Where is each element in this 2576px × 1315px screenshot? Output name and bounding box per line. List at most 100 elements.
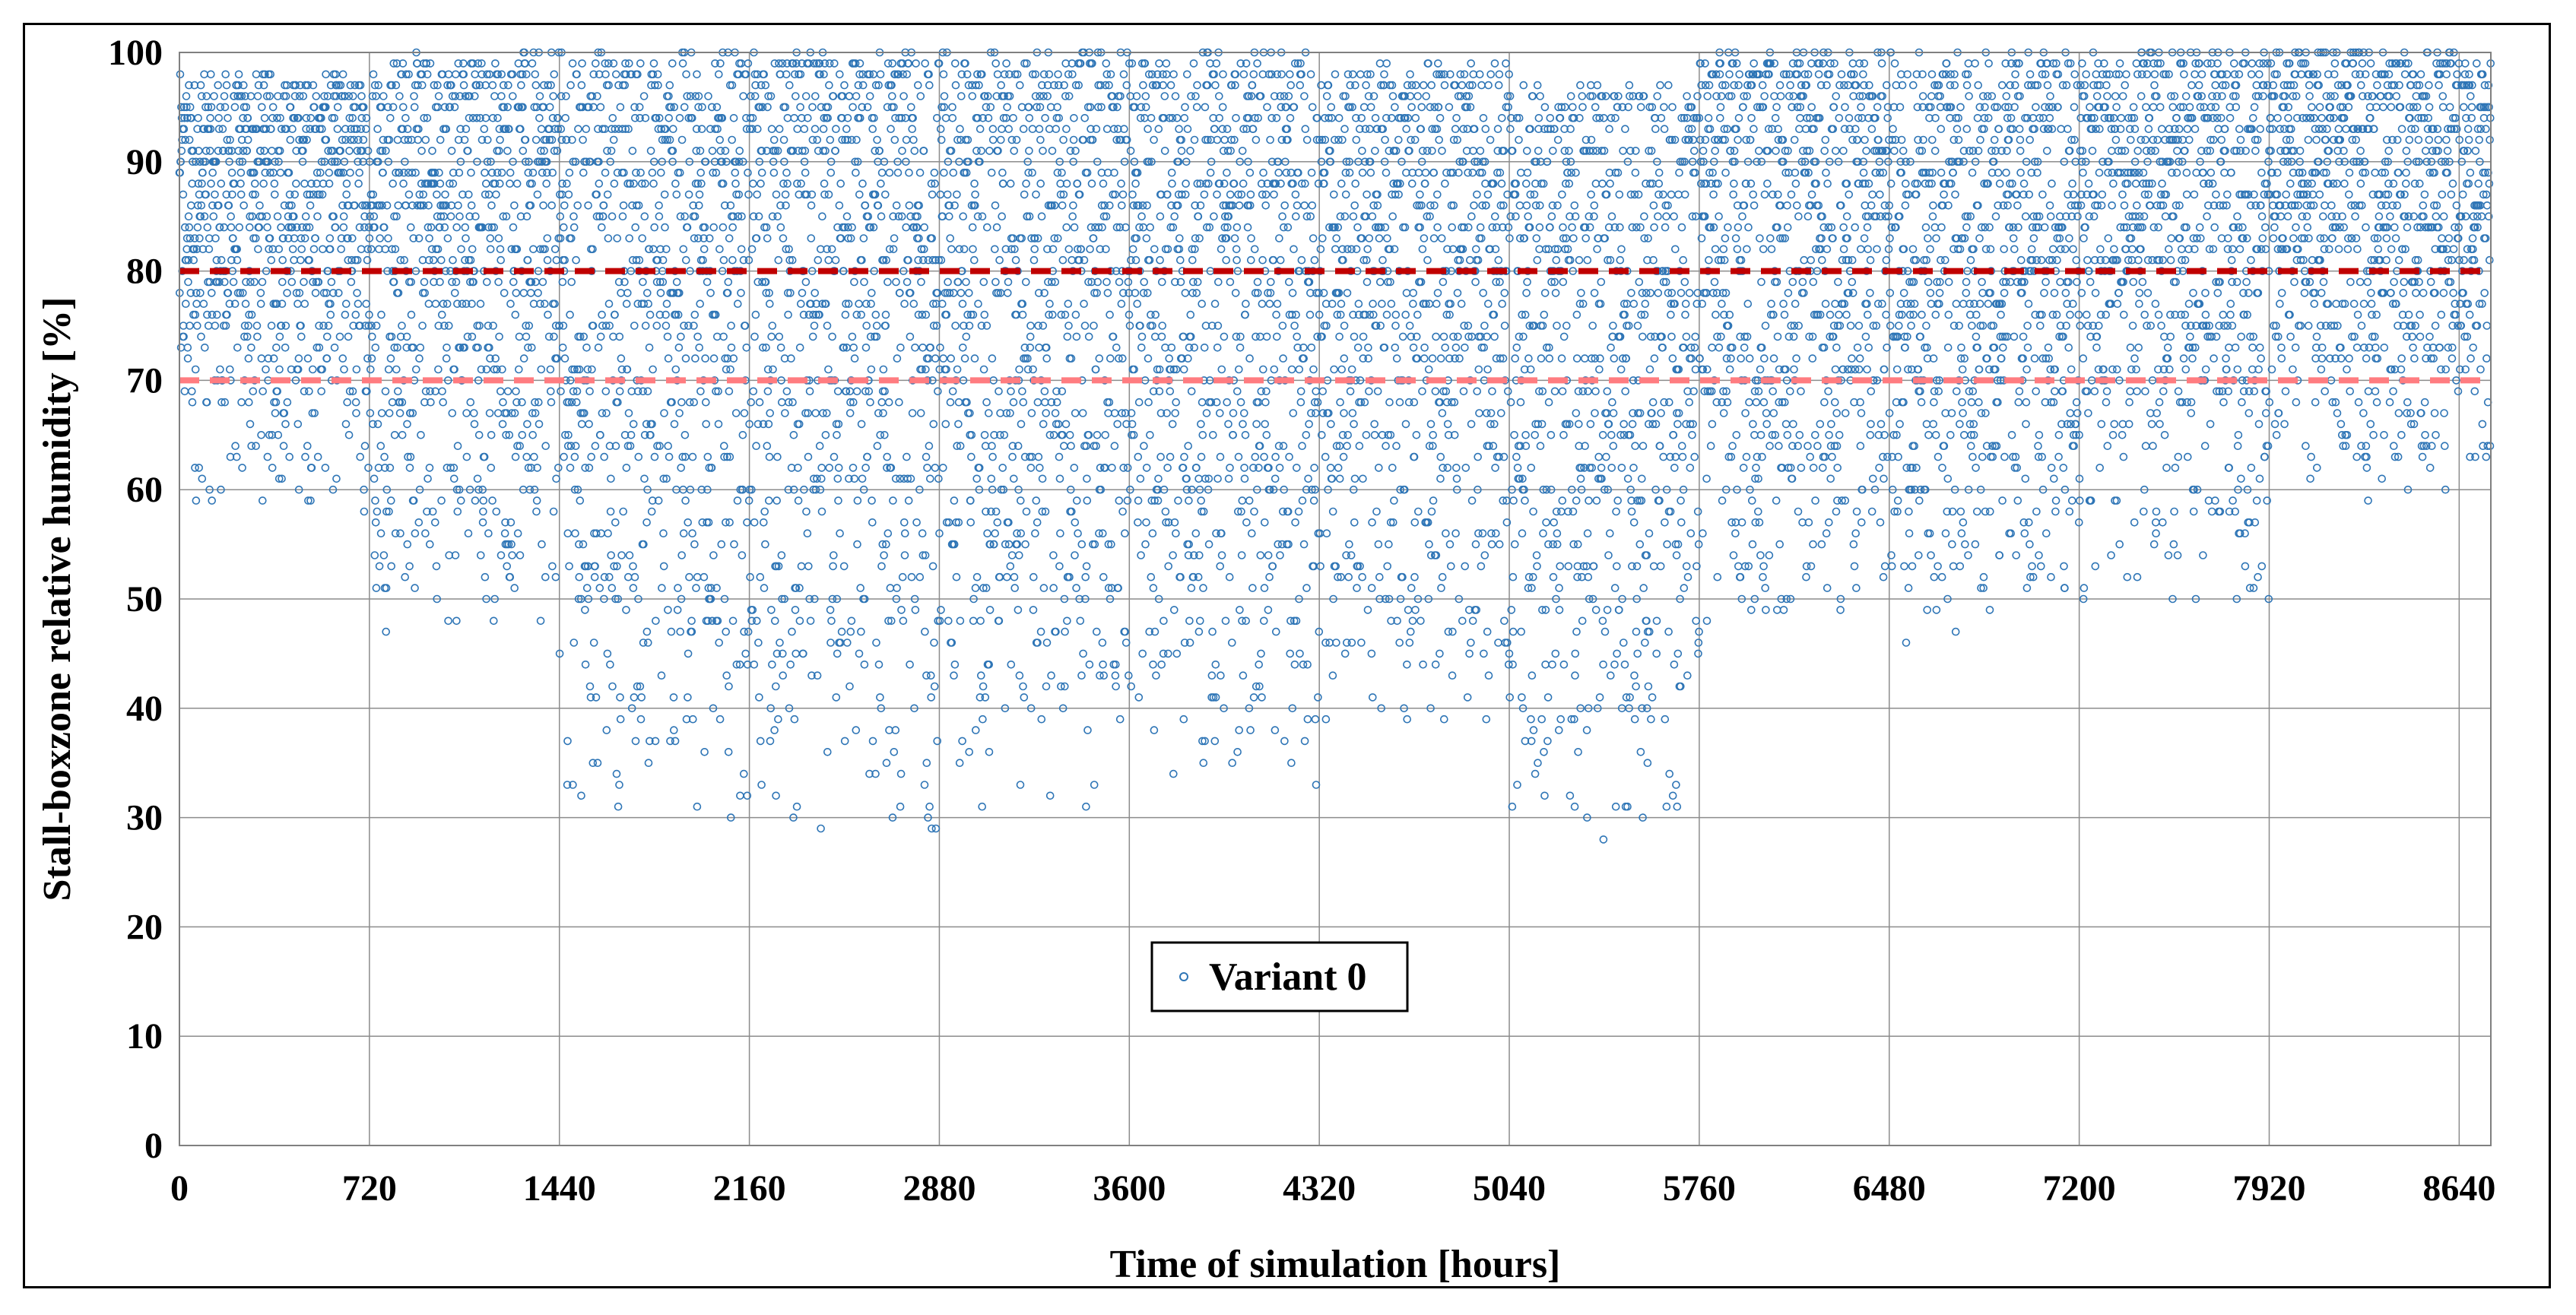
scatter-point — [420, 398, 429, 407]
scatter-point — [1265, 299, 1274, 309]
scatter-point — [414, 234, 424, 242]
scatter-point — [471, 496, 480, 505]
scatter-point — [290, 114, 299, 122]
scatter-point — [1184, 551, 1193, 559]
scatter-point — [1193, 179, 1202, 188]
scatter-point — [413, 59, 422, 68]
scatter-point — [236, 190, 246, 199]
scatter-point — [1156, 212, 1165, 221]
scatter-point — [275, 365, 284, 374]
scatter-point — [1421, 179, 1429, 188]
scatter-point — [1155, 365, 1164, 374]
scatter-point — [1248, 125, 1258, 133]
scatter-point — [199, 299, 208, 309]
scatter-point — [313, 452, 322, 461]
scatter-point — [1074, 245, 1082, 254]
scatter-point — [1435, 135, 1443, 144]
scatter-point — [477, 70, 487, 79]
scatter-point — [1474, 452, 1482, 461]
scatter-point — [956, 616, 965, 626]
scatter-point — [728, 135, 737, 144]
scatter-point — [958, 299, 967, 309]
scatter-point — [1118, 190, 1128, 199]
scatter-point — [882, 540, 890, 549]
scatter-point — [476, 114, 484, 122]
scatter-point — [373, 420, 382, 429]
scatter-point — [1272, 627, 1280, 636]
scatter-point — [1242, 59, 1251, 68]
scatter-point — [1036, 135, 1045, 144]
scatter-point — [332, 474, 341, 483]
scatter-point — [823, 245, 831, 254]
scatter-point — [1083, 103, 1093, 112]
scatter-point — [564, 430, 573, 439]
scatter-point — [1245, 704, 1254, 713]
scatter-point — [929, 420, 938, 429]
scatter-point — [797, 562, 806, 571]
scatter-point — [1119, 464, 1128, 472]
scatter-point — [856, 584, 864, 592]
scatter-point — [338, 135, 347, 144]
scatter-point — [1130, 157, 1139, 166]
scatter-point — [951, 322, 960, 330]
scatter-point — [1031, 529, 1039, 538]
scatter-point — [688, 715, 697, 724]
scatter-point — [1153, 70, 1162, 79]
scatter-point — [1145, 627, 1153, 636]
scatter-point — [284, 234, 293, 242]
scatter-point — [316, 168, 325, 177]
scatter-point — [212, 310, 221, 319]
scatter-point — [1238, 616, 1246, 626]
scatter-point — [755, 398, 764, 407]
scatter-point — [815, 442, 824, 451]
scatter-point — [1040, 387, 1049, 396]
scatter-point — [1241, 310, 1249, 319]
scatter-point — [896, 802, 905, 811]
scatter-point — [505, 430, 514, 439]
scatter-point — [374, 81, 383, 90]
scatter-point — [975, 464, 984, 472]
scatter-point — [872, 332, 881, 341]
scatter-point — [1322, 322, 1331, 330]
scatter-point — [286, 135, 295, 144]
scatter-point — [929, 322, 938, 330]
scatter-point — [373, 157, 382, 166]
scatter-point — [384, 365, 393, 374]
scatter-point — [470, 420, 479, 429]
scatter-point — [454, 59, 463, 68]
scatter-point — [924, 813, 932, 822]
scatter-point — [1261, 398, 1270, 407]
scatter-point — [519, 354, 528, 363]
scatter-point — [1328, 507, 1337, 516]
scatter-point — [655, 212, 664, 221]
scatter-point — [903, 277, 912, 287]
scatter-point — [370, 474, 379, 483]
scatter-point — [277, 223, 285, 232]
scatter-point — [236, 168, 246, 177]
scatter-point — [1252, 332, 1260, 341]
scatter-point — [1165, 114, 1174, 122]
scatter-point — [656, 245, 665, 254]
scatter-point — [1123, 496, 1132, 505]
scatter-point — [442, 201, 450, 210]
scatter-point — [465, 212, 474, 221]
scatter-point — [1340, 409, 1348, 417]
scatter-point — [659, 529, 668, 538]
scatter-point — [249, 168, 259, 177]
scatter-point — [677, 594, 686, 604]
scatter-point — [805, 594, 814, 604]
scatter-point — [968, 223, 977, 232]
scatter-point — [1161, 245, 1170, 254]
scatter-point — [360, 507, 369, 516]
scatter-point — [408, 201, 417, 210]
scatter-point — [960, 354, 969, 363]
scatter-point — [1388, 212, 1397, 221]
scatter-point — [630, 322, 639, 330]
scatter-point — [865, 70, 874, 79]
scatter-point — [1048, 147, 1057, 155]
scatter-point — [1085, 660, 1094, 669]
scatter-point — [923, 464, 931, 472]
scatter-point — [442, 125, 451, 133]
scatter-point — [1350, 518, 1359, 527]
scatter-point — [1363, 277, 1372, 287]
